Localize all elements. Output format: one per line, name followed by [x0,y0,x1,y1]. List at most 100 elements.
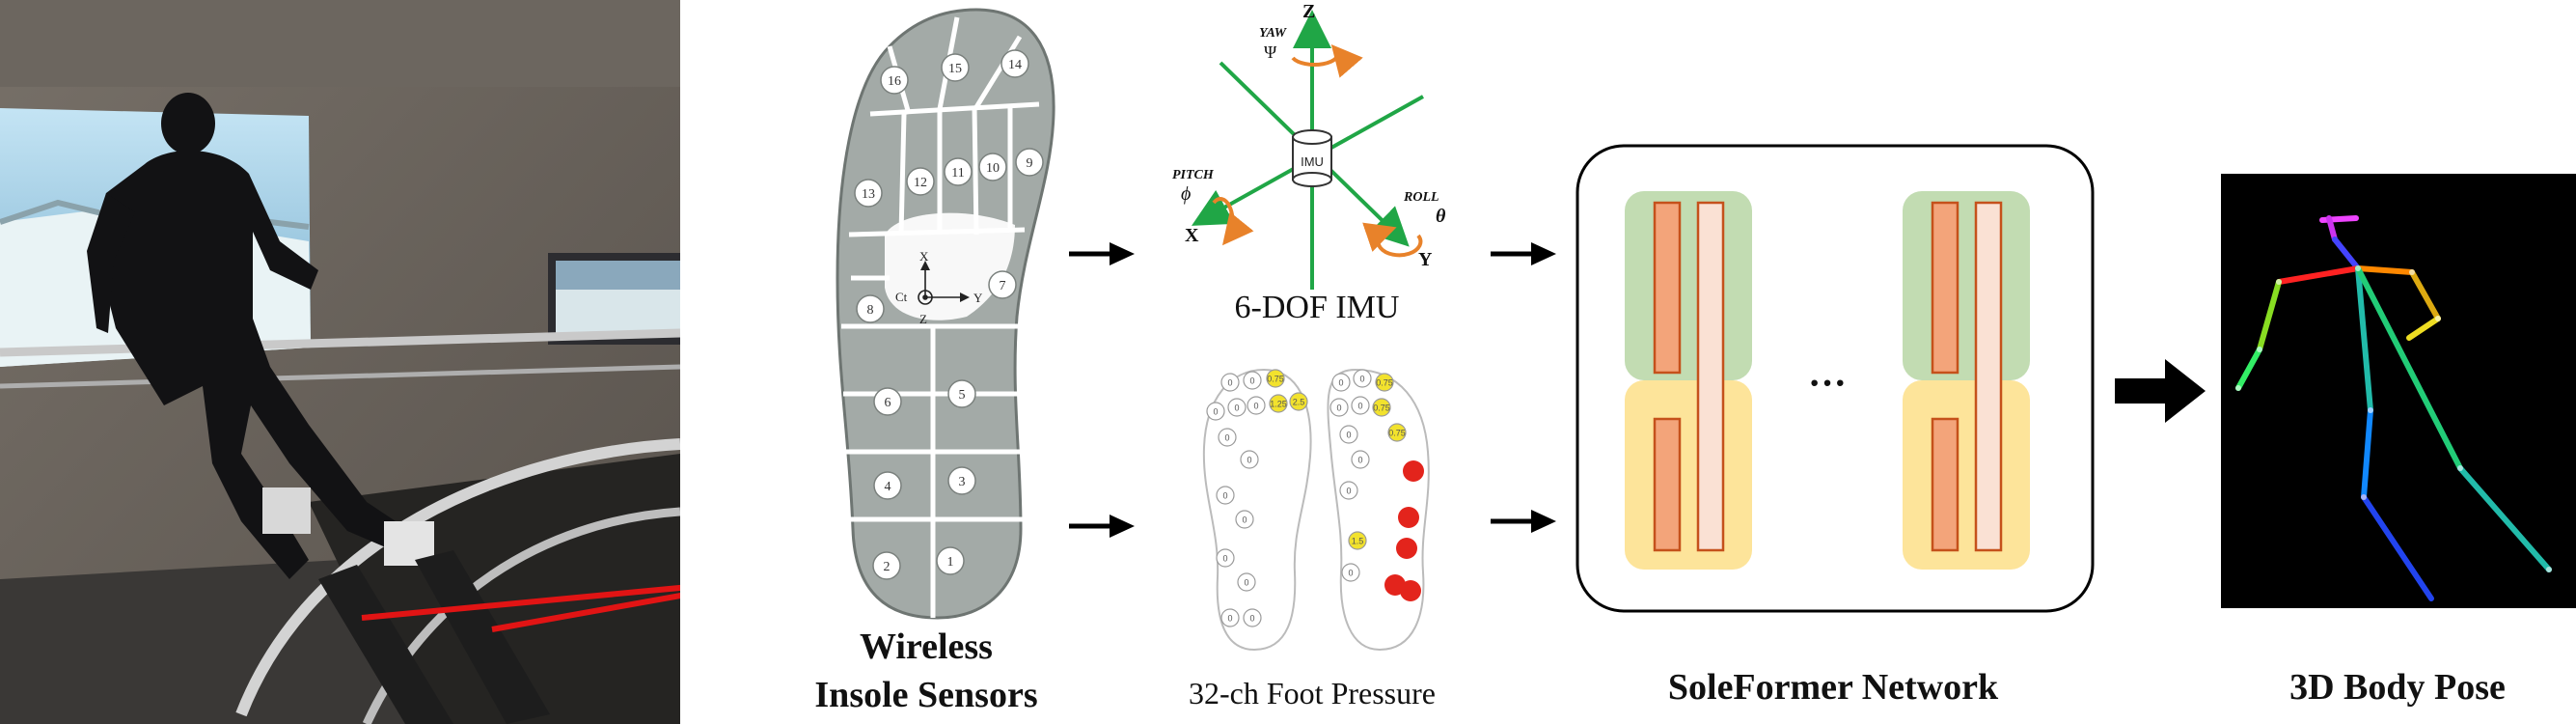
imu-cylinder [1292,129,1332,187]
pressure-sensor-dot [1227,398,1247,417]
pressure-sensor-dot [1351,450,1370,469]
pressure-sensor-dot [1289,392,1308,411]
sensor-label: 5 [959,388,966,403]
pressure-sensor-dot [1351,396,1370,415]
pressure-value-label: 0 [1224,433,1229,443]
pressure-sensor-dot [1329,398,1349,417]
pressure-high-dot [1398,507,1419,528]
yaw-label: YAW [1259,26,1288,41]
pressure-value-label: 0 [1249,376,1254,386]
pitch-symbol: ϕ [1181,183,1191,205]
sensor-label: 11 [951,166,964,181]
network-bar-short [1653,417,1682,552]
pressure-sensor-dot [1339,425,1358,444]
pressure-value-label: 1.5 [1352,537,1364,546]
pressure-sensor-dot [1216,486,1235,505]
pitch-rotation-arc [1212,197,1254,246]
network-bar-long [1696,201,1725,552]
sensor-label: 12 [914,176,927,190]
pressure-value-label: 0 [1222,554,1227,564]
pressure-value-label: 0 [1247,456,1251,465]
pressure-value-label: 0 [1227,614,1232,624]
pressure-sensor-dot [1220,608,1240,627]
pressure-value-label: 0 [1338,378,1343,388]
pressure-sensor-dot [1237,572,1256,592]
pressure-sensor-dot [1206,402,1225,421]
pressure-sensor-dot [1387,423,1407,442]
skier-photo [0,0,680,724]
pressure-sensor-dot [1375,373,1394,392]
sensor-label: 2 [884,560,891,574]
network-block-top [1903,191,2030,380]
pressure-value-label: 0 [1242,515,1247,525]
imu-diagram: IMU Z X Y YAW Ψ PITCH ϕ ROLL θ [1172,1,1446,290]
pressure-value-label: 2.5 [1293,398,1305,407]
sensor-label: 10 [986,161,1000,176]
sensor-label: 6 [885,396,891,410]
sensor-label: 3 [959,475,966,489]
imu-axis-x-label: X [1185,225,1199,246]
pressure-sensor-dot [1243,608,1262,627]
pressure-value-label: 0 [1348,569,1353,578]
pressure-value-label: 0 [1357,456,1362,465]
sensor-label: 1 [947,555,954,570]
pressure-high-dot [1396,538,1417,559]
roll-label: ROLL [1403,190,1439,205]
insole-axis-z-label: Z [919,312,927,326]
pressure-sensor-dot [1372,398,1391,417]
network-caption: SoleFormer Network [1667,667,1999,708]
pressure-high-dot [1403,460,1424,482]
arrow-to-pose [2115,359,2206,423]
sensor-label: 9 [1027,156,1033,171]
pressure-value-label: 0 [1346,487,1351,496]
roll-symbol: θ [1436,206,1446,227]
sensor-label: 7 [1000,279,1006,293]
network-bar-short [1653,201,1682,375]
pitch-label: PITCH [1172,168,1215,182]
arrow-to-pressure [1069,515,1135,538]
imu-center-label: IMU [1301,154,1324,169]
imu-axis-z-label: Z [1302,1,1315,22]
network-block-bottom [1903,380,2030,570]
pressure-value-label: 0 [1234,404,1239,413]
pressure-value-label: 0 [1222,491,1227,501]
network-block-bottom [1625,380,1752,570]
pressure-sensor-dot [1247,396,1266,415]
pressure-value-label: 1.25 [1270,400,1287,409]
foot-pressure-diagram: 0 0 0.75 0 0 0 1.25 2.5 0 0 0 0 0 0 0 0 0 0 0.75 0 0 0.75 0.75… [1202,368,1430,652]
roll-rotation-arc [1362,222,1423,258]
insole-caption: Wireless Insole Sensors [772,623,1081,719]
body-pose-panel [2221,174,2576,608]
insole-caption-line2: Insole Sensors [814,675,1038,715]
sensor-label: 16 [888,74,901,89]
imu-axis-y-label: Y [1418,249,1433,270]
arrow-imu-to-network [1491,242,1556,265]
pressure-caption: 32-ch Foot Pressure [1189,676,1436,710]
pressure-value-label: 0.75 [1373,404,1390,413]
pressure-sensor-dot [1353,369,1372,388]
pressure-sensor-dot [1240,450,1259,469]
pressure-value-label: 0.75 [1376,378,1393,388]
arrow-pressure-to-network [1491,510,1556,533]
network-bar-short [1931,417,1959,552]
soleformer-network-diagram: ··· [1576,144,2095,613]
pressure-value-label: 0 [1227,378,1232,388]
pressure-high-dot [1400,580,1421,601]
pressure-sensor-dot [1243,371,1262,390]
pressure-value-label: 0.75 [1388,429,1406,438]
sensor-label: 15 [948,62,962,76]
pressure-sensor-dot [1269,394,1288,413]
imu-caption: 6-DOF IMU [1234,290,1400,325]
pressure-sensor-dot [1218,428,1237,447]
arrow-to-imu [1069,242,1135,265]
left-foot-outline [1202,368,1312,652]
sensor-label: 4 [885,480,891,494]
pressure-sensor-dot [1348,531,1367,550]
insole-caption-line1: Wireless [860,627,993,667]
insole-axis-origin-label: Ct [895,290,908,304]
sensor-label: 8 [867,303,874,318]
pose-caption: 3D Body Pose [2289,667,2506,708]
pressure-sensor-dot [1341,563,1360,582]
pressure-value-label: 0.75 [1267,375,1284,384]
pressure-value-label: 0 [1357,402,1362,411]
